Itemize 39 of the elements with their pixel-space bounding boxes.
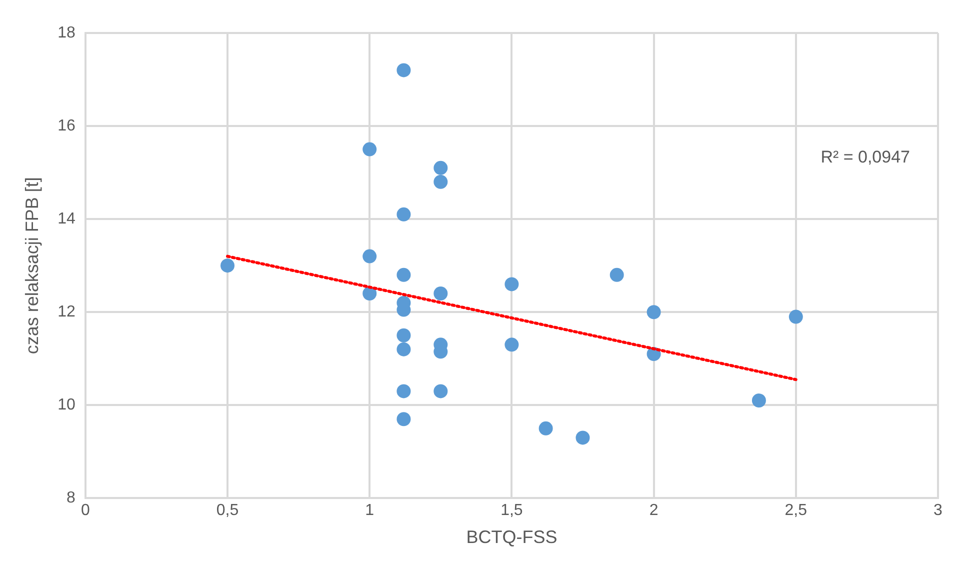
annotation: R² = 0,0947 <box>820 148 910 167</box>
point <box>434 174 448 189</box>
point <box>362 142 377 156</box>
point <box>434 384 448 398</box>
point <box>220 258 234 273</box>
point <box>396 63 411 78</box>
x-tick-label: 0,5 <box>216 502 239 520</box>
point <box>396 342 411 356</box>
point <box>396 328 411 342</box>
point <box>396 268 411 282</box>
x-tick-label: 2 <box>649 502 658 520</box>
x-axis-title: BCTQ-FSS <box>466 527 558 548</box>
point <box>434 160 448 175</box>
point <box>576 430 590 445</box>
y-tick-label: 12 <box>58 304 76 321</box>
x-tick-label: 3 <box>934 502 943 520</box>
x-tick-label: 1 <box>365 502 374 520</box>
point <box>396 412 411 426</box>
point <box>396 384 411 398</box>
point <box>504 338 519 352</box>
point <box>434 286 448 301</box>
point <box>788 310 803 324</box>
point <box>538 421 553 436</box>
y-tick-label: 18 <box>58 24 76 42</box>
point <box>504 277 519 292</box>
point <box>362 249 377 264</box>
y-tick-label: 16 <box>58 117 76 134</box>
y-axis-title: czas relaksacji FPB [t] <box>22 177 42 354</box>
y-tick-label: 14 <box>58 210 76 228</box>
point <box>396 207 411 222</box>
point <box>610 268 624 282</box>
x-tick-label: 1,5 <box>500 502 523 520</box>
point <box>362 286 377 301</box>
y-tick-label: 10 <box>58 396 76 414</box>
point <box>646 305 661 320</box>
point <box>752 394 766 408</box>
y-tick-label: 8 <box>66 490 76 507</box>
x-tick-label: 2,5 <box>784 502 808 520</box>
x-tick-label: 0 <box>80 502 90 520</box>
